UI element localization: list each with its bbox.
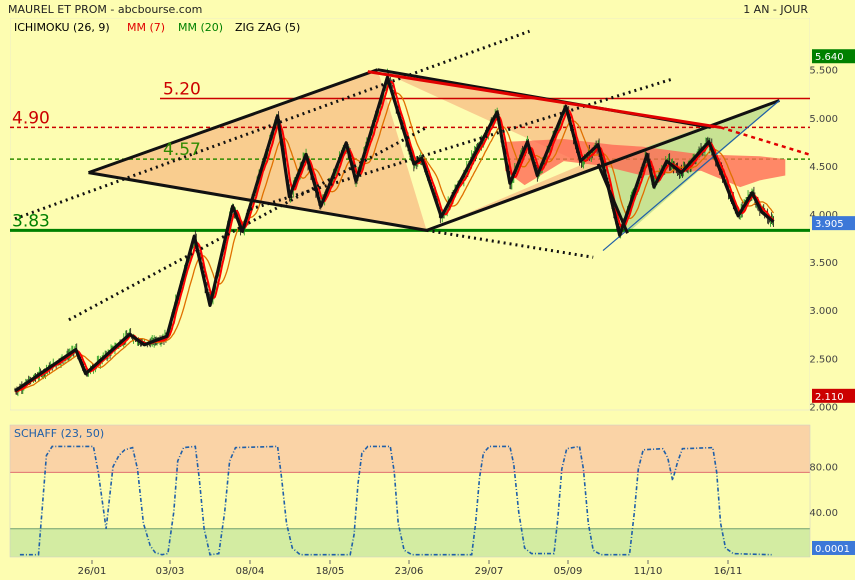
x-tick-label: 18/05 — [316, 566, 345, 577]
price-badge-low-bg — [812, 388, 855, 403]
price-panel-frame — [10, 18, 810, 411]
price-badge-low: 2.110 — [815, 392, 844, 403]
legend-mm7: MM (7) — [127, 21, 165, 34]
y-tick-label: 4.500 — [809, 162, 838, 173]
schaff-y-tick: 80.00 — [809, 463, 838, 474]
channel-upper-dotted — [14, 29, 531, 221]
x-tick-label: 11/10 — [634, 566, 663, 577]
level-label: 4.57 — [163, 140, 201, 160]
y-tick-label: 4.000 — [809, 210, 838, 221]
channel-lower-dotted — [68, 126, 428, 322]
price-badge-top: 5.640 — [815, 52, 844, 63]
schaff-line — [19, 445, 772, 556]
x-tick-label: 08/04 — [236, 566, 265, 577]
support-dotted — [426, 228, 594, 259]
level-label: 5.20 — [163, 80, 201, 100]
oversold-zone — [10, 528, 810, 557]
x-tick-label: 05/09 — [554, 566, 583, 577]
wedge-blue — [602, 100, 780, 252]
schaff-frame — [9, 424, 811, 558]
triangle-top-left — [87, 68, 379, 175]
x-tick-label: 23/06 — [395, 566, 424, 577]
price-badge-top-bg — [812, 49, 855, 64]
schaff-last-value: 0.0001 — [815, 544, 850, 555]
legend-mm20: MM (20) — [178, 21, 223, 34]
price-badge-last-bg — [812, 216, 855, 231]
y-tick-label: 3.000 — [809, 306, 838, 317]
y-tick-label: 2.500 — [809, 354, 838, 365]
schaff-panel: 40.00 80.00 0.0001 — [9, 424, 855, 558]
x-tick-label: 03/03 — [156, 566, 185, 577]
legend-zigzag: ZIG ZAG (5) — [235, 21, 300, 34]
x-tick-label: 29/07 — [475, 566, 504, 577]
x-tick-label: 26/01 — [78, 566, 107, 577]
resistance-red — [367, 70, 721, 129]
x-tick-label: 16/11 — [714, 566, 743, 577]
y-tick-label: 3.500 — [809, 258, 838, 269]
channel-mid-dotted — [249, 77, 673, 211]
price-badge-last: 3.905 — [815, 219, 844, 230]
schaff-badge-bg — [812, 540, 855, 555]
y-tick-label: 2.000 — [809, 402, 838, 413]
period-label: 1 AN - JOUR — [743, 3, 808, 16]
y-tick-label: 5.000 — [809, 114, 838, 125]
schaff-y-tick: 40.00 — [809, 508, 838, 519]
schaff-label: SCHAFF (23, 50) — [14, 427, 104, 440]
legend-ichimoku: ICHIMOKU (26, 9) — [14, 21, 110, 34]
triangle-bottom-left — [88, 171, 427, 232]
level-label: 3.83 — [12, 211, 50, 231]
level-label: 4.90 — [12, 108, 50, 128]
zigzag-line — [14, 75, 775, 393]
price-panel — [10, 18, 810, 411]
pattern-fill-left — [88, 69, 427, 231]
chart-title: MAUREL ET PROM - abcbourse.com — [8, 3, 202, 16]
y-tick-label: 5.500 — [809, 66, 838, 77]
